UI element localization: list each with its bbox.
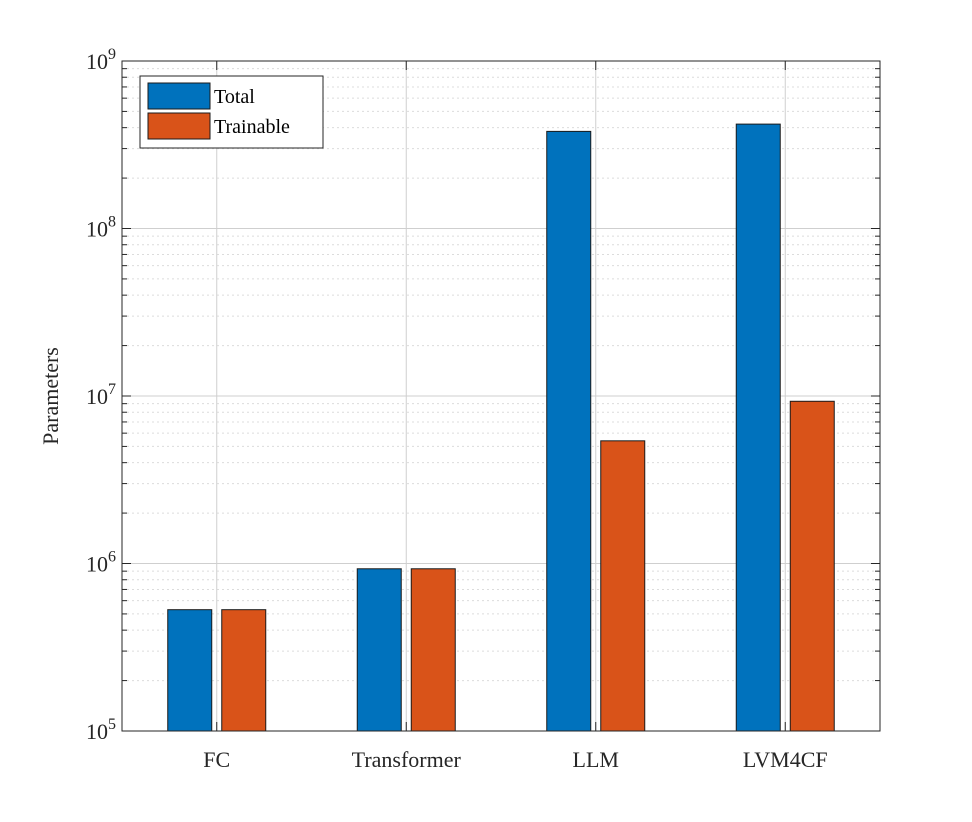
bar-total-transformer (356, 568, 402, 732)
legend-swatch-total (147, 82, 211, 110)
bar-trainable-fc (221, 609, 267, 732)
legend-swatch-trainable (147, 112, 211, 140)
bar-total-lvm4cf (735, 123, 781, 732)
y-axis-label: Parameters (38, 347, 63, 445)
bar-total-fc (167, 609, 213, 732)
tick-marks (122, 60, 880, 732)
x-tick-label: LLM (573, 747, 619, 772)
y-tick-labels: 105 106 107 108 109 (86, 46, 116, 744)
legend-label-trainable: Trainable (214, 116, 290, 138)
x-tick-label: FC (203, 747, 230, 772)
x-tick-label: LVM4CF (743, 747, 828, 772)
y-tick-label: 106 (86, 549, 116, 577)
x-tick-label: Transformer (352, 747, 462, 772)
bars (167, 123, 835, 732)
y-tick-label: 107 (86, 381, 116, 409)
x-tick-labels: FC Transformer LLM LVM4CF (203, 747, 827, 772)
legend: Total Trainable (139, 75, 324, 149)
legend-label-total: Total (214, 86, 255, 108)
y-tick-label: 108 (86, 214, 116, 242)
y-tick-label: 109 (86, 46, 116, 74)
bar-total-llm (546, 130, 592, 732)
bar-trainable-transformer (410, 568, 456, 732)
y-tick-label: 105 (86, 716, 116, 744)
bar-trainable-llm (600, 440, 646, 732)
bar-trainable-lvm4cf (789, 400, 835, 732)
